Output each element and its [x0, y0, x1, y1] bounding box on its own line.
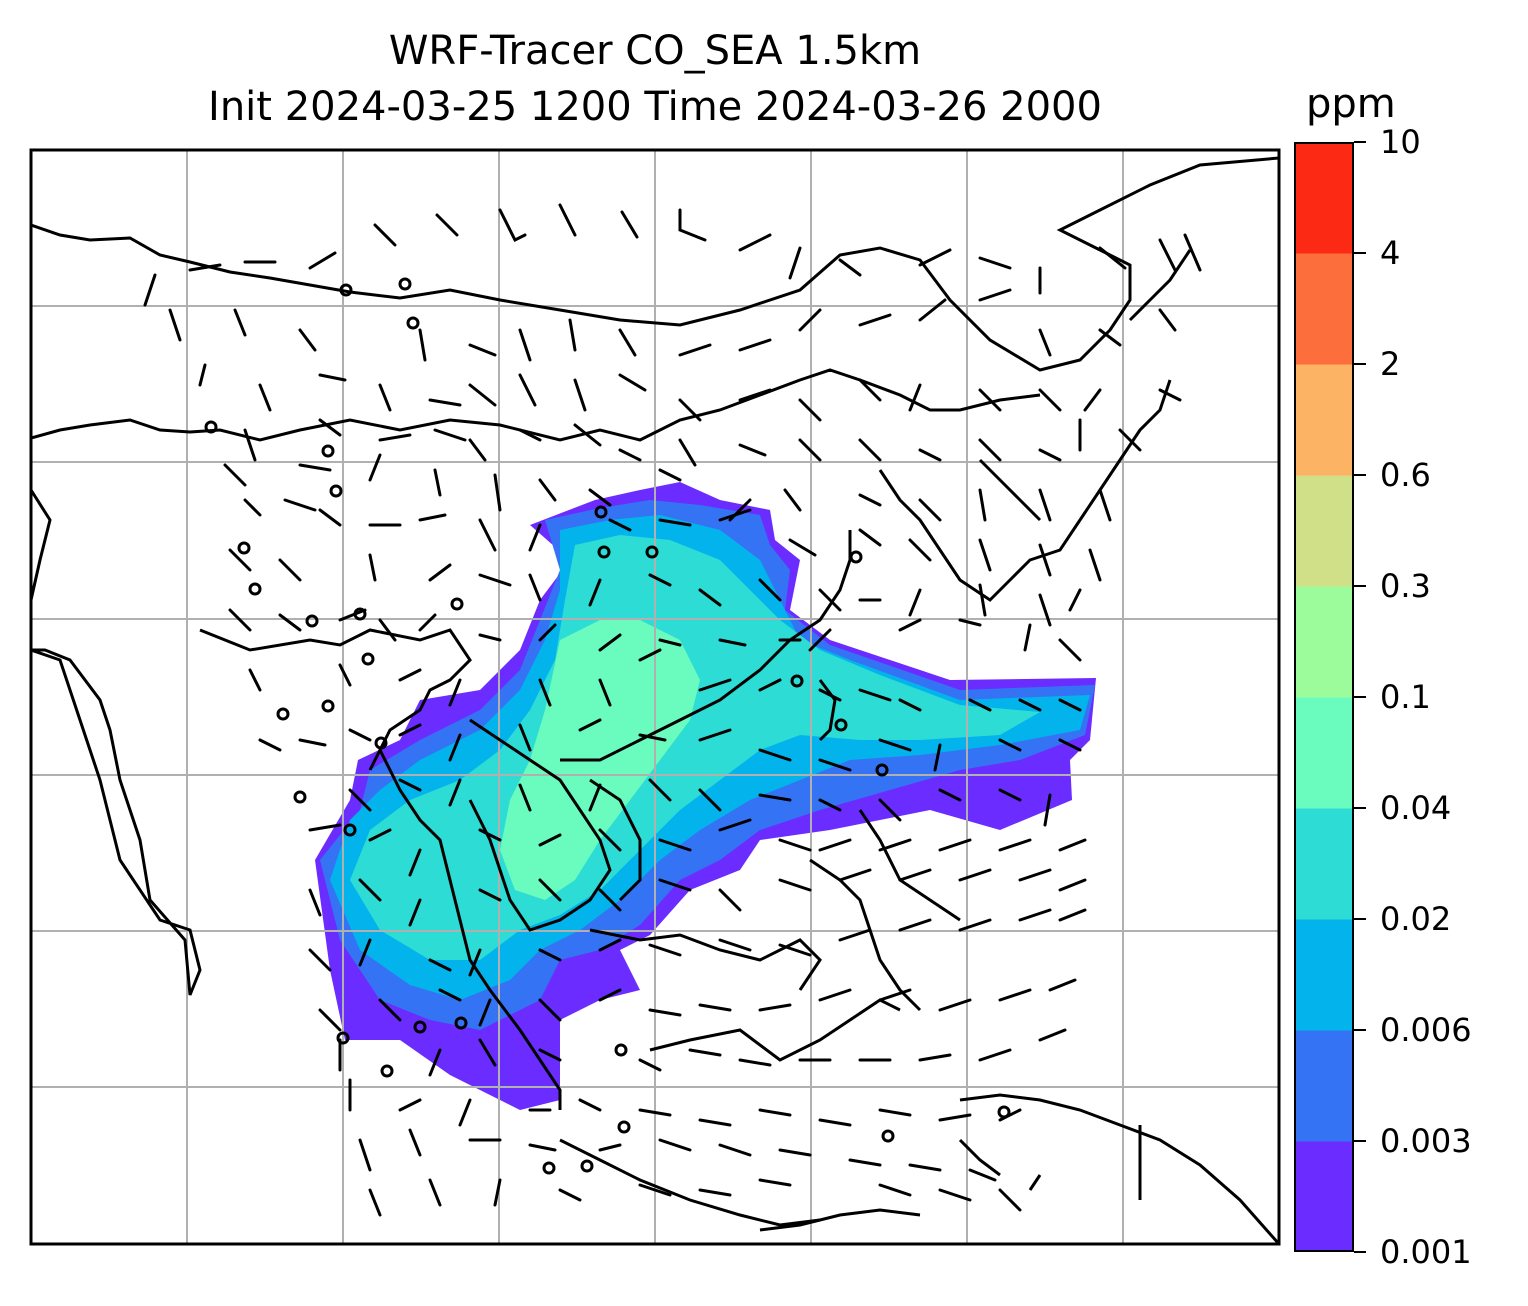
colorbar-segment: [1294, 475, 1354, 587]
map-title-line1: WRF-Tracer CO_SEA 1.5km: [388, 28, 922, 74]
colorbar-segments: [1294, 142, 1354, 1252]
colorbar-tick-label: 0.02: [1380, 900, 1452, 938]
colorbar-tick-label: 10: [1380, 123, 1421, 161]
colorbar-tick-label: 0.6: [1380, 456, 1431, 494]
colorbar-tick-label: 0.001: [1380, 1233, 1472, 1271]
colorbar-segment: [1294, 253, 1354, 365]
colorbar-tick-label: 0.003: [1380, 1122, 1472, 1160]
colorbar-frame: [1294, 142, 1354, 1252]
colorbar-segment: [1294, 142, 1354, 254]
colorbar-segment: [1294, 1030, 1354, 1142]
colorbar-segment: [1294, 364, 1354, 476]
colorbar-tick-label: 2: [1380, 345, 1401, 383]
colorbar-segment: [1294, 586, 1354, 698]
colorbar-unit-label: ppm: [1306, 81, 1396, 127]
calm-markers: [204, 277, 1011, 1175]
colorbar-segment: [1294, 1141, 1354, 1252]
colorbar: [1294, 142, 1354, 1252]
colorbar-tick-label: 4: [1380, 234, 1401, 272]
colorbar-tick-label: 0.3: [1380, 567, 1431, 605]
wind-barbs: [143, 203, 1202, 1217]
colorbar-segment: [1294, 808, 1354, 920]
colorbar-segment: [1294, 697, 1354, 809]
colorbar-tick-label: 0.1: [1380, 678, 1431, 716]
map-area: [31, 150, 1279, 1244]
colorbar-tick-label: 0.04: [1380, 789, 1452, 827]
colorbar-tick-label: 0.006: [1380, 1011, 1472, 1049]
colorbar-segment: [1294, 919, 1354, 1031]
gridlines: [31, 150, 1279, 1244]
map-frame: [29, 148, 1281, 1246]
map-title-line2: Init 2024-03-25 1200 Time 2024-03-26 200…: [208, 84, 1102, 130]
